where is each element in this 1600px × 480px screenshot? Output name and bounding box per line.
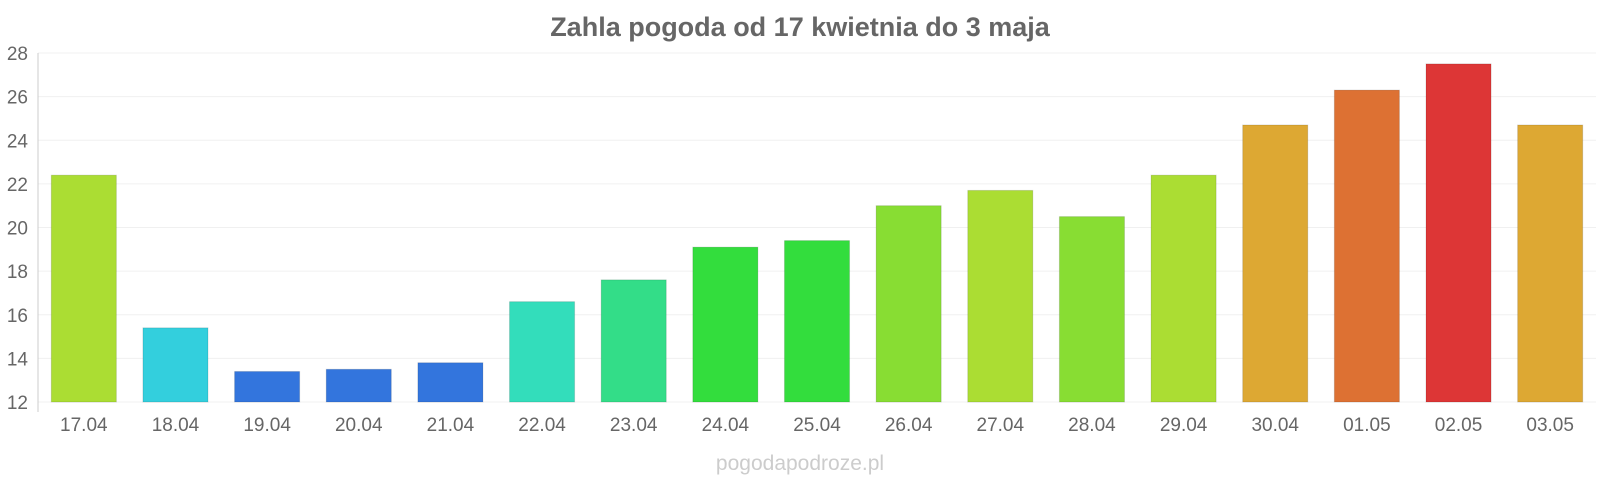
grid-lines bbox=[38, 52, 1596, 403]
y-tick-label: 26 bbox=[7, 88, 28, 109]
bar-23.04 bbox=[600, 279, 667, 403]
bar-03.05 bbox=[1517, 124, 1584, 403]
bar-18.04 bbox=[142, 327, 209, 403]
x-tick-label: 24.04 bbox=[702, 415, 750, 436]
x-axis: 17.04 18.04 19.04 20.04 21.04 22.04 23.04 24.04… bbox=[60, 415, 1574, 436]
bar-29.04 bbox=[1150, 174, 1217, 403]
bar-22.04 bbox=[509, 301, 576, 403]
y-tick-label: 28 bbox=[7, 44, 28, 65]
x-tick-label: 29.04 bbox=[1160, 415, 1208, 436]
y-tick-label: 20 bbox=[7, 219, 28, 240]
x-tick-label: 30.04 bbox=[1251, 415, 1299, 436]
y-tick-label: 18 bbox=[7, 262, 28, 283]
x-tick-label: 02.05 bbox=[1435, 415, 1483, 436]
x-tick-label: 26.04 bbox=[885, 415, 933, 436]
bar-20.04 bbox=[325, 368, 392, 403]
x-tick-label: 17.04 bbox=[60, 415, 108, 436]
x-tick-label: 03.05 bbox=[1526, 415, 1574, 436]
x-tick-label: 28.04 bbox=[1068, 415, 1116, 436]
y-tick-label: 14 bbox=[7, 349, 29, 370]
chart-title: Zahla pogoda od 17 kwietnia do 3 maja bbox=[550, 12, 1051, 42]
x-tick-label: 27.04 bbox=[977, 415, 1025, 436]
watermark: pogodapodroze.pl bbox=[716, 452, 884, 475]
bar-24.04 bbox=[692, 246, 759, 403]
bar-21.04 bbox=[417, 362, 484, 403]
y-axis: 12 14 16 18 20 22 24 26 28 bbox=[7, 44, 39, 414]
bar-30.04 bbox=[1242, 124, 1309, 403]
bar-26.04 bbox=[875, 205, 942, 403]
x-tick-label: 25.04 bbox=[793, 415, 841, 436]
x-tick-label: 22.04 bbox=[518, 415, 566, 436]
x-tick-label: 23.04 bbox=[610, 415, 658, 436]
bar-17.04 bbox=[50, 174, 117, 403]
bar-02.05 bbox=[1425, 63, 1492, 403]
x-tick-label: 20.04 bbox=[335, 415, 383, 436]
bars bbox=[50, 63, 1584, 403]
y-tick-label: 24 bbox=[7, 131, 29, 152]
y-tick-label: 12 bbox=[7, 393, 28, 414]
y-tick-label: 22 bbox=[7, 175, 28, 196]
bar-01.05 bbox=[1333, 89, 1400, 403]
x-tick-label: 19.04 bbox=[243, 415, 291, 436]
bar-25.04 bbox=[783, 240, 851, 403]
y-tick-label: 16 bbox=[7, 306, 28, 327]
bar-28.04 bbox=[1058, 216, 1125, 403]
bar-19.04 bbox=[234, 370, 301, 403]
x-tick-label: 18.04 bbox=[152, 415, 200, 436]
x-tick-label: 01.05 bbox=[1343, 415, 1391, 436]
x-tick-label: 21.04 bbox=[427, 415, 475, 436]
bar-27.04 bbox=[967, 189, 1034, 403]
